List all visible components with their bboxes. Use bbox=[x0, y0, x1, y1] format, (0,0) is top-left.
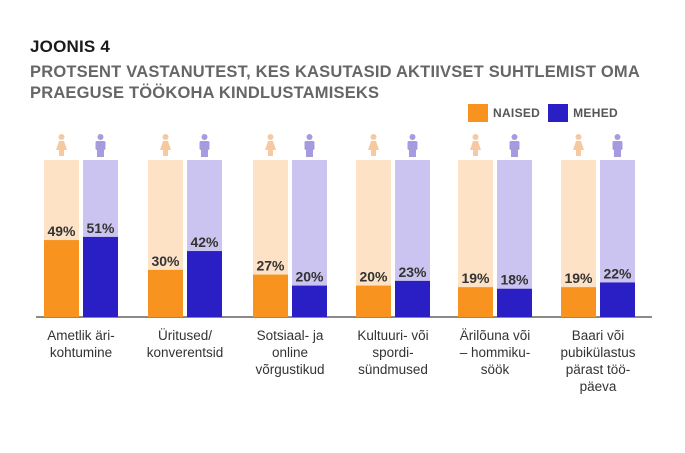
man-icon bbox=[509, 134, 520, 157]
figure-label: JOONIS 4 bbox=[30, 37, 111, 56]
bar-women bbox=[561, 287, 596, 317]
data-label-men: 23% bbox=[398, 264, 427, 280]
category-label: Ärilõuna või – hommiku- söök bbox=[459, 328, 531, 377]
data-label-men: 42% bbox=[190, 234, 219, 250]
data-label-men: 20% bbox=[295, 269, 324, 285]
bar-women bbox=[44, 240, 79, 317]
bar-women bbox=[458, 287, 493, 317]
legend-item-women: NAISED bbox=[468, 104, 540, 122]
legend-swatch-men bbox=[548, 104, 569, 122]
category-label: Kultuuri- või spordi- sündmused bbox=[357, 328, 429, 377]
bar-women bbox=[253, 274, 288, 317]
data-label-men: 51% bbox=[86, 220, 115, 236]
woman-icon bbox=[470, 134, 481, 156]
man-icon bbox=[612, 134, 623, 157]
category-label: Ametlik äri- kohtumine bbox=[47, 328, 115, 360]
data-label-women: 20% bbox=[359, 269, 388, 285]
legend-swatch-women bbox=[468, 104, 488, 122]
bar-men bbox=[497, 288, 532, 317]
legend-label-women: NAISED bbox=[493, 106, 541, 120]
data-label-women: 30% bbox=[151, 253, 180, 269]
data-label-women: 49% bbox=[47, 223, 76, 239]
legend-label-men: MEHED bbox=[573, 106, 618, 120]
data-label-men: 22% bbox=[603, 265, 632, 281]
woman-icon bbox=[573, 134, 584, 156]
man-icon bbox=[407, 134, 418, 157]
data-label-women: 19% bbox=[564, 270, 593, 286]
category-label: Üritused/ konverentsid bbox=[146, 328, 224, 360]
legend: NAISED MEHED bbox=[468, 103, 626, 123]
bar-women bbox=[356, 285, 391, 317]
bar-women bbox=[148, 269, 183, 317]
man-icon bbox=[304, 134, 315, 157]
bar-men bbox=[83, 236, 118, 317]
chart-title: PROTSENT VASTANUTEST, KES KASUTASID AKTI… bbox=[30, 63, 640, 102]
woman-icon bbox=[160, 134, 171, 156]
man-icon bbox=[95, 134, 106, 157]
category-label: Baari või pubikülastus pärast töö- päeva bbox=[560, 328, 636, 394]
category-label: Sotsiaal- ja online võrgustikud bbox=[255, 328, 325, 377]
bar-men bbox=[187, 251, 222, 317]
legend-item-men: MEHED bbox=[548, 104, 618, 122]
woman-icon bbox=[265, 134, 276, 156]
woman-icon bbox=[368, 134, 379, 156]
bar-men bbox=[395, 280, 430, 317]
data-label-men: 18% bbox=[500, 272, 529, 288]
data-label-women: 19% bbox=[461, 270, 490, 286]
woman-icon bbox=[56, 134, 67, 156]
data-label-women: 27% bbox=[256, 258, 285, 274]
man-icon bbox=[199, 134, 210, 157]
bar-men bbox=[292, 285, 327, 317]
bar-men bbox=[600, 282, 635, 317]
